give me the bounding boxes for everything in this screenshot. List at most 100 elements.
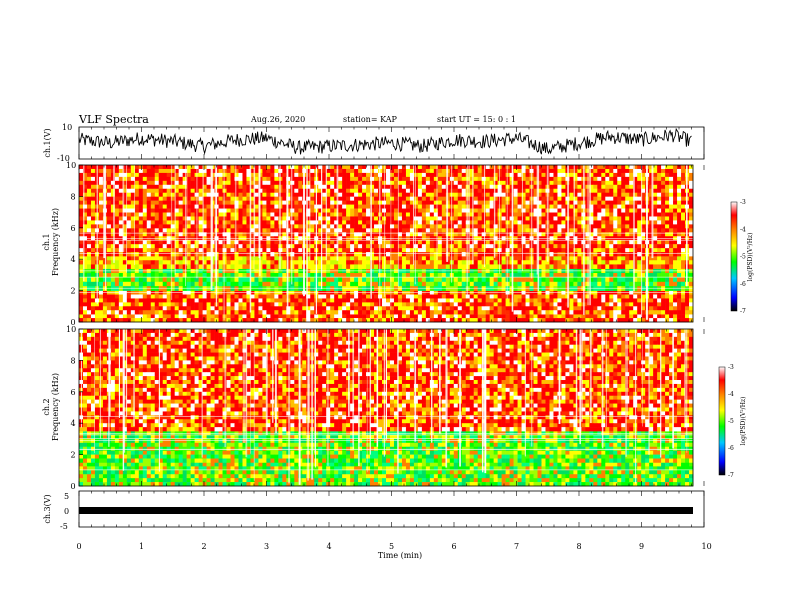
spectrogram-cell <box>617 165 622 170</box>
spectrogram-cell <box>274 302 279 307</box>
spectrogram-cell <box>290 310 295 315</box>
spectrogram-cell <box>306 196 311 201</box>
spectrogram-cell <box>549 216 554 221</box>
spectrogram-cell <box>306 310 311 315</box>
spectrogram-cell <box>653 204 658 209</box>
spectrogram-cell <box>401 188 407 194</box>
spectrogram-cell <box>589 176 594 182</box>
spectrogram-cell <box>82 224 88 229</box>
spectrogram-cell <box>86 260 92 265</box>
spectrogram-cell <box>441 204 447 209</box>
spectrogram-cell <box>138 224 144 229</box>
spectrogram-cell <box>405 260 411 265</box>
spectrogram-cell <box>230 184 235 190</box>
spectrogram-cell <box>689 302 694 307</box>
spectrogram-cell <box>625 281 630 287</box>
spectrogram-cell <box>290 172 295 178</box>
spectrogram-cell <box>653 298 658 303</box>
spectrogram-cell <box>533 208 538 213</box>
spectrogram-cell <box>134 264 140 269</box>
spectrogram-cell <box>242 176 247 182</box>
spectrogram-cell <box>130 184 136 190</box>
spectrogram-cell <box>425 260 431 265</box>
spectrogram-cell <box>473 196 478 201</box>
spectrogram-cell <box>206 220 211 225</box>
spectrogram-cell <box>481 204 486 209</box>
spectrogram-cell <box>505 172 510 178</box>
spectrogram-cell <box>302 318 307 323</box>
spectrogram-cell <box>597 200 602 205</box>
spectrogram-cell <box>266 208 271 213</box>
spectrogram-cell <box>629 224 634 229</box>
spectrogram-cell <box>553 264 558 269</box>
spectrogram-cell <box>114 306 120 311</box>
spectrogram-cell <box>625 216 630 221</box>
spectrogram-cell <box>142 260 148 265</box>
spectrogram-cell <box>310 172 315 178</box>
spectrogram-cell <box>537 302 542 307</box>
spectrogram-cell <box>258 318 263 323</box>
spectrogram-cell <box>294 256 299 261</box>
spectrogram-cell <box>254 310 259 315</box>
spectrogram-cell <box>382 310 387 315</box>
spectrogram-cell <box>573 188 578 194</box>
spectrogram-cell <box>421 281 427 287</box>
spectrogram-cell <box>605 184 610 190</box>
spectrogram-cell <box>657 277 662 283</box>
spectrogram-cell <box>457 165 463 170</box>
spectrogram-cell <box>493 264 498 269</box>
spectrogram-cell <box>386 224 391 229</box>
ch1-ytick-bottom: -10 <box>57 154 70 163</box>
spectrogram-cell <box>306 165 311 170</box>
spectrogram-cell <box>485 294 490 299</box>
spectrogram-cell <box>202 165 207 170</box>
spectrogram-cell <box>79 184 84 190</box>
spectrogram-cell <box>262 180 267 186</box>
spectrogram-cell <box>653 314 658 319</box>
spectrogram-cell <box>310 212 315 217</box>
spectrogram-cell <box>150 260 156 265</box>
spectrogram-cell <box>286 310 291 315</box>
spectrogram-cell <box>198 192 203 197</box>
spectrogram-cell <box>322 310 327 315</box>
spectrogram-cell <box>549 168 554 174</box>
spectrogram-cell <box>374 298 379 303</box>
spectrogram-cell <box>370 204 375 209</box>
spectrogram-cell <box>206 228 211 233</box>
spectrogram-cell <box>597 212 602 217</box>
spectrogram-cell <box>665 310 670 315</box>
spectrogram-cell <box>613 208 618 213</box>
spectrogram-cell <box>242 192 247 197</box>
spectrogram-cell <box>326 256 331 261</box>
spectrogram-cell <box>110 184 116 190</box>
spectrogram-cell <box>330 208 335 213</box>
spectrogram-cell <box>409 310 415 315</box>
spectrogram-cell <box>493 165 498 170</box>
spectrogram-cell <box>401 281 407 287</box>
spectrogram-cell <box>637 216 642 221</box>
spectrogram-cell <box>505 216 510 221</box>
spectrogram-cell <box>290 168 295 174</box>
spectrogram-cell <box>274 168 279 174</box>
spectrogram-cell <box>649 302 654 307</box>
spectrogram-cell <box>545 318 550 323</box>
spectrogram-cell <box>250 200 255 205</box>
spectrogram-cell <box>294 281 299 287</box>
spectrogram-cell <box>258 306 263 311</box>
spectrogram-cell <box>597 220 602 225</box>
spectrogram-cell <box>657 192 662 197</box>
spectrogram-cell <box>386 298 391 303</box>
spectrogram-cell <box>569 176 574 182</box>
spectrogram-cell <box>641 168 646 174</box>
spectrogram-cell <box>262 281 267 287</box>
spectrogram-cell <box>389 220 395 225</box>
spectrogram-cell <box>629 208 634 213</box>
spectrogram-cell <box>409 281 415 287</box>
spectrogram-cell <box>657 302 662 307</box>
spectrogram-cell <box>477 200 482 205</box>
spectrogram-cell <box>274 204 279 209</box>
spectrogram-cell <box>557 318 562 323</box>
spectrogram-cell <box>174 310 179 315</box>
spectrogram-cell <box>389 224 395 229</box>
spectrogram-cell <box>90 273 96 278</box>
